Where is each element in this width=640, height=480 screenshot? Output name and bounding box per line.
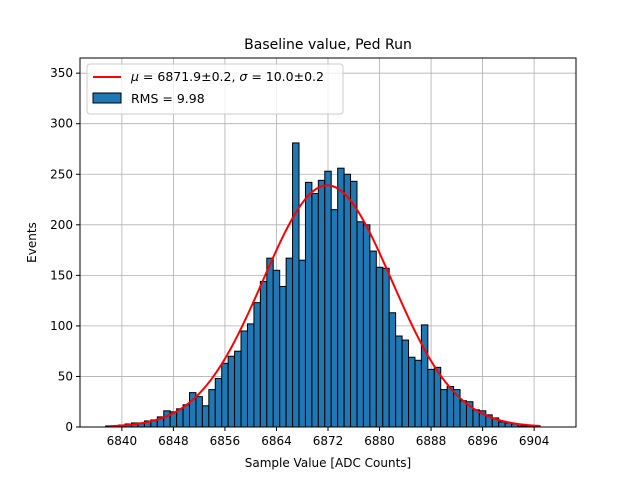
x-tick-label: 6856 xyxy=(210,434,241,448)
histogram-bar xyxy=(259,280,268,428)
histogram-bar xyxy=(304,181,313,428)
legend-fit-label: μ = 6871.9±0.2, σ = 10.0±0.2 xyxy=(130,69,324,84)
legend-sigma-value: = 10.0±0.2 xyxy=(247,69,324,84)
y-tick-label: 300 xyxy=(50,117,73,131)
histogram-bar xyxy=(201,405,210,428)
legend-hist-swatch xyxy=(92,92,122,104)
histogram-bar xyxy=(272,269,281,428)
histogram-bar xyxy=(395,335,403,428)
x-tick-label: 6904 xyxy=(519,434,550,448)
histogram-bar xyxy=(375,266,384,428)
x-tick-label: 6864 xyxy=(261,434,292,448)
gaussian-fit-line xyxy=(108,184,541,428)
histogram-bar xyxy=(163,410,171,428)
y-tick-label: 0 xyxy=(65,420,73,434)
x-tick-label: 6896 xyxy=(467,434,498,448)
histogram-bar xyxy=(337,167,345,428)
legend-mu-value: = 6871.9±0.2, xyxy=(139,69,239,84)
x-tick-label: 6840 xyxy=(107,434,138,448)
histogram-bar xyxy=(324,170,332,428)
histogram-bar xyxy=(433,366,442,428)
axis-ticks: 6840 6848 6856 6864 6872 6880 6888 6896 6904 0 50 1… xyxy=(50,66,549,448)
histogram-bar xyxy=(414,359,422,428)
histogram-bar xyxy=(266,257,274,428)
histogram-bar xyxy=(246,323,255,428)
x-tick-label: 6880 xyxy=(364,434,395,448)
histogram-bar xyxy=(343,173,352,428)
histogram-bar xyxy=(446,386,455,428)
histogram-bar xyxy=(440,389,448,428)
histogram-bar xyxy=(369,250,377,428)
histogram-bar xyxy=(208,389,216,428)
histogram-bar xyxy=(420,324,429,428)
y-tick-label: 50 xyxy=(58,369,73,383)
legend-hist-label: RMS = 9.98 xyxy=(131,91,205,106)
y-tick-label: 350 xyxy=(50,66,73,80)
y-tick-label: 250 xyxy=(50,167,73,181)
histogram-bar xyxy=(459,400,467,428)
histogram-bar xyxy=(311,192,319,428)
histogram-bars xyxy=(105,142,538,428)
legend-sigma-symbol: σ xyxy=(239,69,248,84)
histogram-bar xyxy=(221,362,229,428)
histogram-bar xyxy=(279,285,287,428)
histogram-bar xyxy=(388,312,397,428)
histogram-bar xyxy=(234,350,242,428)
histogram-bar xyxy=(214,377,223,428)
chart-title: Baseline value, Ped Run xyxy=(244,37,412,53)
legend-mu-symbol: μ xyxy=(130,69,139,84)
histogram-bar xyxy=(227,355,236,428)
histogram-bar xyxy=(408,356,416,428)
x-tick-label: 6848 xyxy=(158,434,189,448)
histogram-bar xyxy=(317,179,326,428)
histogram-bar xyxy=(195,396,203,428)
histogram-bar xyxy=(298,259,306,428)
histogram-bar xyxy=(350,180,358,428)
x-axis-label: Sample Value [ADC Counts] xyxy=(245,456,411,470)
y-axis-label: Events xyxy=(25,222,39,263)
histogram-bar xyxy=(285,257,294,428)
histogram-bar xyxy=(362,224,371,428)
histogram-bar xyxy=(427,368,435,428)
histogram-bar xyxy=(240,330,248,428)
y-tick-label: 150 xyxy=(50,268,73,282)
histogram-bar xyxy=(182,404,191,428)
histogram-bar xyxy=(356,221,364,428)
histogram-bar xyxy=(292,142,300,428)
x-tick-label: 6888 xyxy=(416,434,447,448)
x-tick-label: 6872 xyxy=(313,434,344,448)
histogram-bar xyxy=(253,302,261,428)
histogram-bar xyxy=(330,209,339,428)
histogram-bar xyxy=(382,267,390,428)
histogram-bar xyxy=(498,421,506,428)
y-tick-label: 200 xyxy=(50,218,73,232)
y-tick-label: 100 xyxy=(50,319,73,333)
histogram-bar xyxy=(401,339,410,428)
legend: μ = 6871.9±0.2, σ = 10.0±0.2 RMS = 9.98 xyxy=(86,63,344,115)
legend-box xyxy=(86,63,344,115)
